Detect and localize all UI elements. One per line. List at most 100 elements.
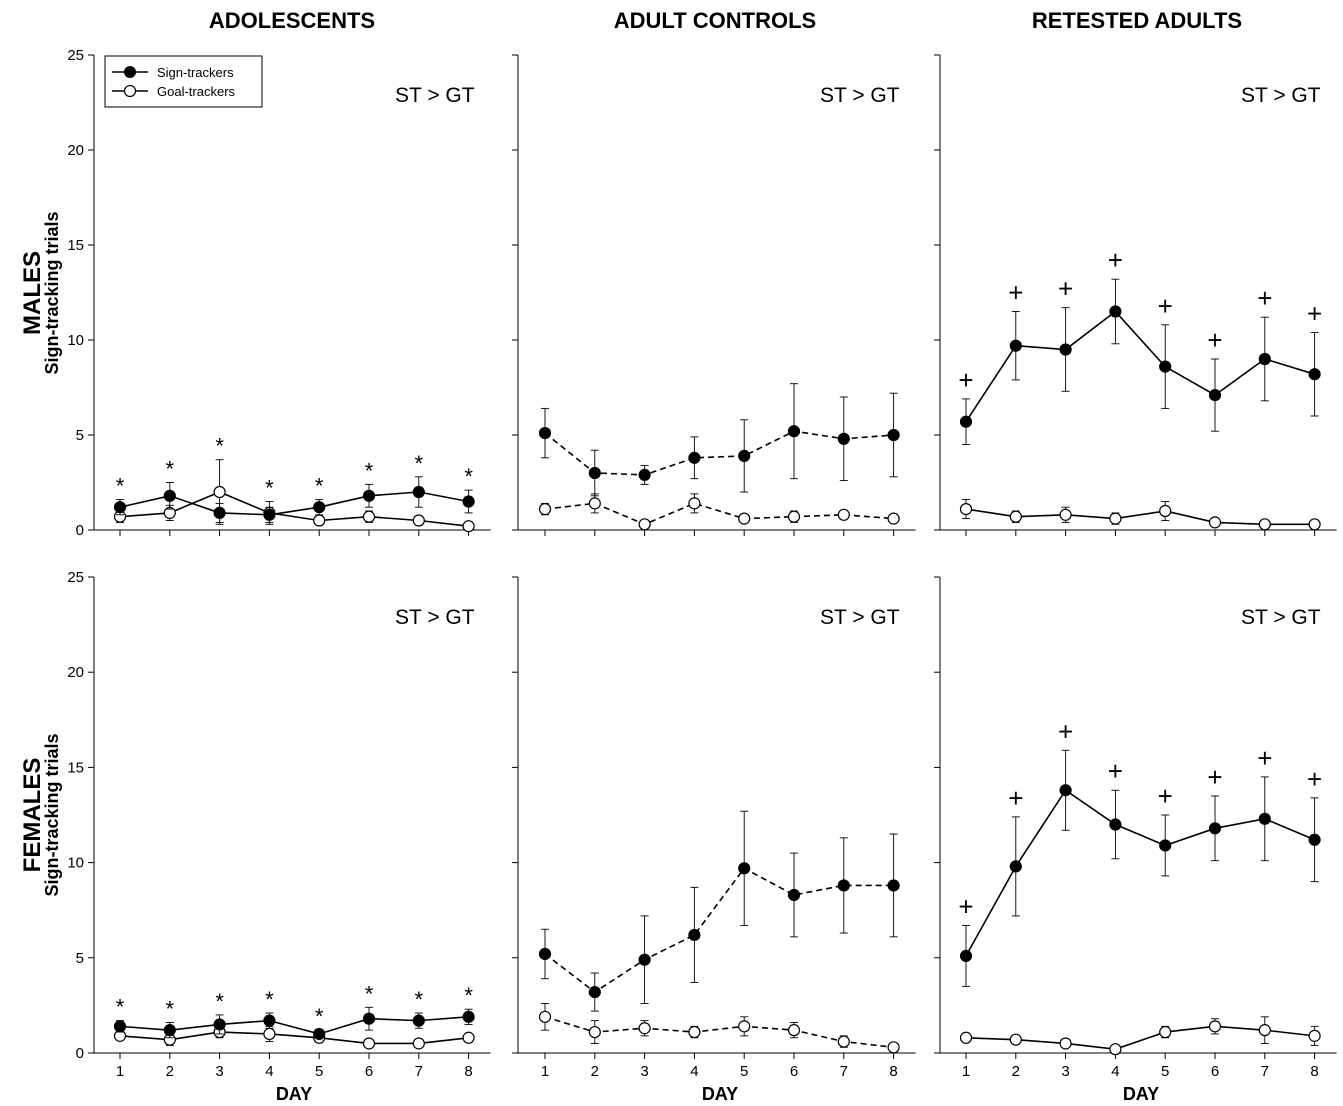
- y-axis-label-males: Sign-tracking trials: [42, 211, 62, 374]
- sign-trackers-point: [1109, 818, 1122, 831]
- goal-trackers-point: [538, 503, 552, 516]
- x-tick-label: 2: [1012, 1063, 1020, 1080]
- goal-trackers-point: [1009, 510, 1022, 523]
- goal-trackers-point: [588, 497, 601, 510]
- goal-trackers-point: [538, 1010, 552, 1023]
- annotation-st-gt: ST > GT: [395, 84, 475, 107]
- legend-box: [104, 55, 263, 108]
- sign-trackers-point: [887, 879, 900, 892]
- sign-trackers-point: [163, 489, 176, 502]
- x-tick-label: 4: [265, 1063, 273, 1080]
- goal-trackers-line: [965, 508, 1315, 526]
- x-tick-label: 7: [840, 1063, 848, 1080]
- y-tick-label: 15: [67, 759, 84, 776]
- panel-r1-c2: 1 2 3 4 5 6 7 8 ST > GT + + + + + + + +: [934, 576, 1337, 1080]
- significance-plus: +: [1307, 764, 1322, 794]
- goal-trackers-point: [412, 514, 425, 527]
- significance-plus: +: [1257, 283, 1272, 313]
- significance-star: *: [464, 983, 473, 1008]
- sign-trackers-point: [213, 506, 226, 520]
- row-title-females: FEMALES: [19, 758, 46, 873]
- significance-star: *: [166, 457, 175, 482]
- significance-star: *: [116, 995, 125, 1020]
- significance-plus: +: [1008, 783, 1023, 813]
- row-title-males: MALES: [19, 251, 46, 335]
- goal-trackers-point: [1159, 1025, 1172, 1039]
- sign-trackers-line: [119, 491, 469, 516]
- x-axis-label-retested-adults: DAY: [1123, 1084, 1159, 1104]
- significance-plus: +: [1207, 325, 1222, 355]
- x-tick-label: 7: [415, 1063, 423, 1080]
- sign-trackers-point: [1009, 860, 1022, 873]
- annotation-st-gt: ST > GT: [820, 84, 900, 107]
- annotation-st-gt: ST > GT: [395, 606, 475, 629]
- significance-star: *: [215, 434, 224, 459]
- sign-trackers-point: [462, 495, 475, 508]
- goal-trackers-point: [1208, 1020, 1222, 1033]
- x-tick-label: 3: [640, 1063, 648, 1080]
- sign-trackers-point: [1208, 822, 1222, 835]
- sign-trackers-point: [1009, 339, 1022, 352]
- goal-trackers-point: [887, 1041, 900, 1054]
- sign-trackers-point: [638, 953, 651, 966]
- goal-trackers-point: [1258, 518, 1271, 531]
- sign-trackers-point: [263, 1014, 276, 1027]
- x-tick-label: 6: [1211, 1063, 1219, 1080]
- goal-trackers-point: [1208, 516, 1222, 529]
- sign-trackers-point: [1258, 812, 1271, 825]
- y-tick-label: 20: [67, 664, 84, 681]
- sign-trackers-point: [1059, 784, 1072, 797]
- x-tick-label: 2: [166, 1063, 174, 1080]
- y-tick-label: 10: [67, 855, 84, 872]
- sign-trackers-point: [113, 1020, 127, 1033]
- sign-trackers-line: [544, 430, 894, 476]
- goal-trackers-point: [1308, 518, 1321, 531]
- significance-plus: +: [958, 891, 973, 921]
- y-tick-label: 15: [67, 237, 84, 254]
- legend-goal-marker: [123, 84, 137, 98]
- sign-trackers-point: [163, 1024, 176, 1037]
- goal-trackers-point: [1308, 1029, 1321, 1042]
- goal-trackers-point: [787, 1024, 801, 1037]
- panel-r0-c0: 0 5 10 15 20 25 ST > GT * * * * * * * *: [67, 47, 491, 539]
- goal-trackers-point: [787, 510, 801, 523]
- significance-star: *: [315, 474, 324, 499]
- sign-trackers-point: [313, 1027, 326, 1041]
- sign-trackers-point: [887, 428, 900, 442]
- sign-trackers-point: [538, 427, 552, 440]
- sign-trackers-point: [787, 888, 801, 902]
- goal-trackers-point: [738, 512, 751, 525]
- x-tick-label: 3: [1061, 1063, 1069, 1080]
- sign-trackers-point: [362, 489, 376, 502]
- sign-trackers-point: [787, 425, 801, 438]
- sign-trackers-point: [1308, 833, 1321, 846]
- sign-trackers-point: [1159, 360, 1172, 373]
- goal-trackers-line: [119, 1031, 469, 1045]
- goal-trackers-point: [738, 1020, 751, 1033]
- y-tick-label: 10: [67, 332, 84, 349]
- goal-trackers-point: [837, 1035, 850, 1048]
- annotation-st-gt: ST > GT: [820, 606, 900, 629]
- y-tick-label: 0: [76, 522, 84, 539]
- panel-r1-c0: 0 5 10 15 20 25 1 2 3 4 5 6 7 8 ST > GT * * * * * * * *: [67, 569, 491, 1080]
- goal-trackers-line: [544, 502, 894, 526]
- x-tick-label: 3: [215, 1063, 223, 1080]
- x-tick-label: 2: [591, 1063, 599, 1080]
- x-tick-label: 8: [889, 1063, 897, 1080]
- goal-trackers-point: [313, 514, 326, 527]
- significance-star: *: [265, 476, 274, 501]
- sign-trackers-point: [462, 1010, 475, 1023]
- sign-trackers-line: [544, 867, 894, 994]
- col-title-adolescents: ADOLESCENTS: [209, 8, 375, 33]
- y-tick-label: 5: [76, 427, 84, 444]
- sign-trackers-point: [1258, 352, 1271, 366]
- goal-trackers-line: [544, 1016, 894, 1049]
- significance-star: *: [415, 451, 424, 476]
- goal-trackers-point: [1059, 508, 1072, 521]
- x-tick-label: 6: [790, 1063, 798, 1080]
- x-tick-label: 8: [464, 1063, 472, 1080]
- goal-trackers-point: [638, 1022, 651, 1035]
- goal-trackers-point: [462, 1031, 475, 1044]
- x-tick-label: 7: [1261, 1063, 1269, 1080]
- x-tick-label: 1: [962, 1063, 970, 1080]
